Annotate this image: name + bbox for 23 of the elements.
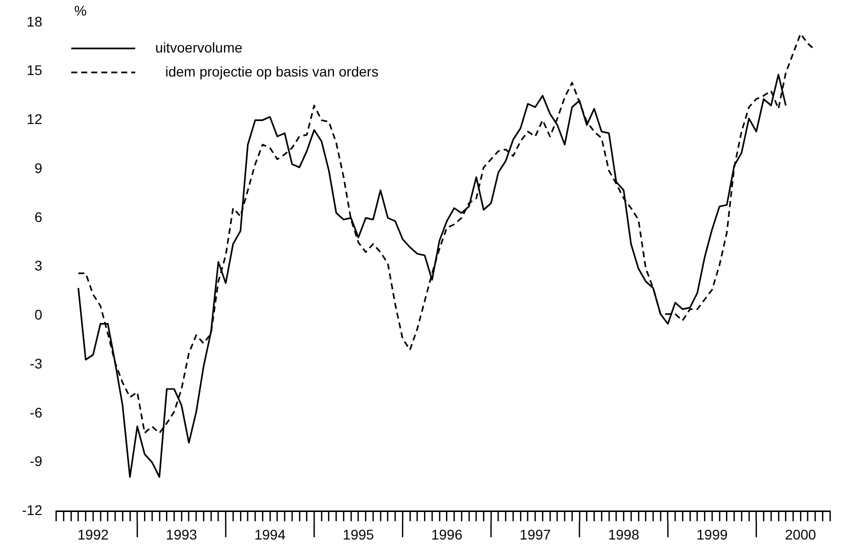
x-tick-label: 1998: [608, 526, 640, 542]
y-tick-label: 9: [34, 160, 42, 176]
y-tick-label: 3: [34, 258, 42, 274]
legend-label: uitvoervolume: [155, 39, 243, 56]
x-tick-label: 1993: [166, 526, 198, 542]
y-tick-label: 12: [26, 111, 42, 128]
y-tick-label: 15: [26, 62, 42, 78]
x-tick-label: 1992: [78, 526, 109, 542]
x-tick-label: 1996: [431, 526, 463, 542]
legend-label: idem projectie op basis van orders: [165, 63, 378, 80]
y-tick-label: 6: [34, 208, 42, 225]
y-tick-label: -3: [30, 355, 42, 372]
x-tick-label: 1997: [520, 526, 552, 542]
y-axis-title: %: [74, 2, 87, 18]
y-tick-label: -9: [30, 453, 42, 470]
x-tick-label: 1994: [254, 526, 286, 542]
y-tick-label: 0: [34, 306, 42, 323]
x-tick-label: 1995: [342, 526, 374, 542]
y-tick-label: 18: [26, 13, 42, 30]
y-tick-label: -6: [30, 404, 42, 420]
x-tick-label: 2000: [784, 526, 816, 542]
y-tick-label: -12: [22, 502, 42, 518]
x-tick-label: 1999: [696, 526, 728, 542]
